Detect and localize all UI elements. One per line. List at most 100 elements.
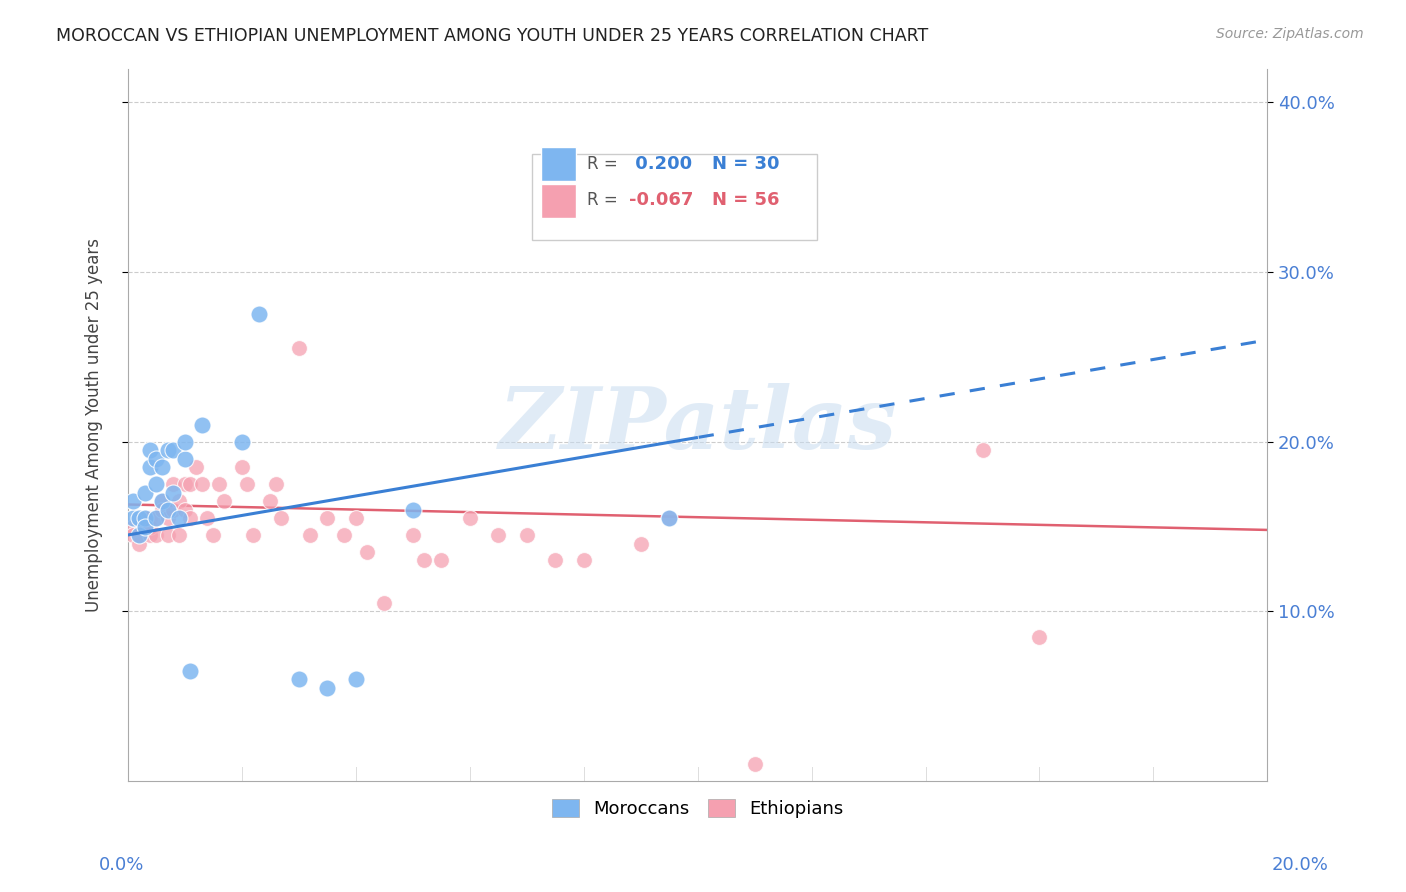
Text: 20.0%: 20.0% [1272, 856, 1329, 874]
Point [128, 536, 150, 550]
Point [179, 477, 201, 491]
Point [184, 460, 207, 475]
Text: ZIPatlas: ZIPatlas [499, 383, 897, 467]
Point [179, 664, 201, 678]
Point [287, 342, 309, 356]
Legend: Moroccans, Ethiopians: Moroccans, Ethiopians [544, 791, 851, 825]
Point [122, 519, 145, 533]
Point [122, 511, 145, 525]
Text: N = 30: N = 30 [713, 155, 780, 173]
Point [122, 494, 145, 508]
Point [134, 511, 156, 525]
Point [167, 511, 190, 525]
Point [270, 511, 292, 525]
Point [156, 528, 179, 542]
Point [128, 528, 150, 542]
Point [190, 417, 212, 432]
Point [156, 502, 179, 516]
Point [458, 511, 481, 525]
Point [145, 451, 167, 466]
Point [344, 672, 367, 686]
Point [231, 460, 253, 475]
Point [516, 528, 538, 542]
Point [179, 511, 201, 525]
Point [401, 502, 423, 516]
Point [333, 528, 356, 542]
Point [247, 308, 270, 322]
Point [128, 511, 150, 525]
FancyBboxPatch shape [541, 184, 575, 219]
Point [167, 494, 190, 508]
Point [128, 528, 150, 542]
Point [122, 528, 145, 542]
Point [150, 460, 173, 475]
Point [173, 434, 195, 449]
Point [162, 477, 184, 491]
Point [139, 443, 162, 458]
Text: Source: ZipAtlas.com: Source: ZipAtlas.com [1216, 27, 1364, 41]
Point [401, 528, 423, 542]
Point [150, 494, 173, 508]
Point [630, 536, 652, 550]
Point [744, 757, 766, 772]
Point [572, 553, 595, 567]
Point [264, 477, 287, 491]
Point [173, 477, 195, 491]
Point [156, 443, 179, 458]
Text: R =: R = [586, 191, 617, 210]
Point [1028, 630, 1050, 644]
Point [202, 528, 225, 542]
Point [214, 494, 236, 508]
Point [134, 511, 156, 525]
Text: 0.200: 0.200 [628, 155, 692, 173]
Point [344, 511, 367, 525]
Point [139, 519, 162, 533]
Point [167, 528, 190, 542]
Point [544, 553, 567, 567]
Text: 0.0%: 0.0% [98, 856, 143, 874]
Point [173, 502, 195, 516]
Point [413, 553, 436, 567]
Point [190, 477, 212, 491]
Text: R =: R = [586, 155, 617, 173]
Text: MOROCCAN VS ETHIOPIAN UNEMPLOYMENT AMONG YOUTH UNDER 25 YEARS CORRELATION CHART: MOROCCAN VS ETHIOPIAN UNEMPLOYMENT AMONG… [56, 27, 928, 45]
Point [162, 485, 184, 500]
Point [236, 477, 259, 491]
Point [150, 502, 173, 516]
Point [316, 511, 339, 525]
Point [173, 451, 195, 466]
Point [145, 511, 167, 525]
Text: N = 56: N = 56 [713, 191, 780, 210]
Point [134, 511, 156, 525]
Point [197, 511, 219, 525]
Point [486, 528, 509, 542]
Point [430, 553, 453, 567]
Point [134, 519, 156, 533]
Point [259, 494, 281, 508]
Point [139, 460, 162, 475]
Text: -0.067: -0.067 [628, 191, 693, 210]
Point [156, 511, 179, 525]
FancyBboxPatch shape [533, 154, 817, 240]
Point [150, 494, 173, 508]
Point [298, 528, 321, 542]
FancyBboxPatch shape [541, 147, 575, 181]
Point [373, 596, 395, 610]
Point [145, 528, 167, 542]
Point [316, 681, 339, 695]
Point [208, 477, 231, 491]
Point [139, 511, 162, 525]
Point [162, 502, 184, 516]
Point [134, 485, 156, 500]
Point [242, 528, 264, 542]
Point [139, 528, 162, 542]
Y-axis label: Unemployment Among Youth under 25 years: Unemployment Among Youth under 25 years [86, 238, 103, 612]
Point [972, 443, 994, 458]
Point [658, 511, 681, 525]
Point [145, 477, 167, 491]
Point [356, 545, 378, 559]
Point [145, 511, 167, 525]
Point [134, 519, 156, 533]
Point [658, 511, 681, 525]
Point [231, 434, 253, 449]
